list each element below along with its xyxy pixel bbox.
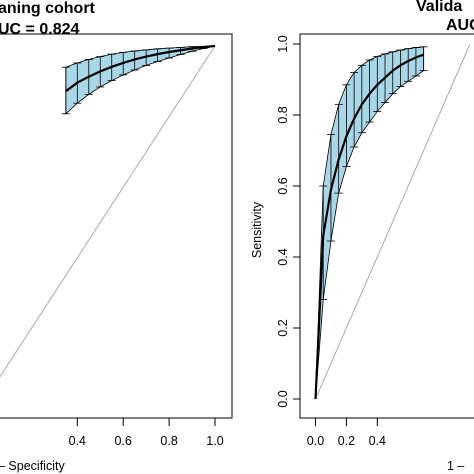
y-tick-label: 0.2 [276,319,290,336]
x-axis-label: – Specificity [0,459,65,473]
reference-diagonal [315,43,471,400]
y-tick-label: 0.0 [276,390,290,407]
plot-frame [0,33,233,419]
y-tick-label: 0.8 [276,106,290,123]
panel-title-line1: aning cohort [0,0,96,17]
plot-frame [299,33,474,419]
panel-title-line2: AUC [446,17,474,34]
x-tick-label: 0.2 [338,434,355,448]
training-cohort-panel: aning cohort UC = 0.824 0.4 0.6 0.8 1.0 – S… [0,0,233,473]
panel-title-line2: UC = 0.824 [0,21,79,38]
validation-cohort-panel: Valida AUC 0.00.20.4 0.00.20.40.60.81.0 … [250,0,474,473]
reference-diagonal [0,45,216,378]
roc-curve [65,44,216,93]
y-tick-label: 0.4 [276,248,290,265]
y-axis-label: Sensitivity [250,201,264,258]
x-tick-label: 1.0 [206,434,223,448]
x-tick-label: 0.0 [307,434,324,448]
x-axis-label: 1 – [447,459,464,473]
roc-curve [314,53,425,400]
x-tick-label: 0.4 [69,434,86,448]
x-tick-label: 0.8 [160,434,177,448]
x-tick-label: 0.6 [115,434,132,448]
panel-title-line1: Valida [416,0,462,15]
x-tick-label: 0.4 [369,434,386,448]
y-tick-label: 1.0 [276,35,290,52]
y-tick-label: 0.6 [276,177,290,194]
